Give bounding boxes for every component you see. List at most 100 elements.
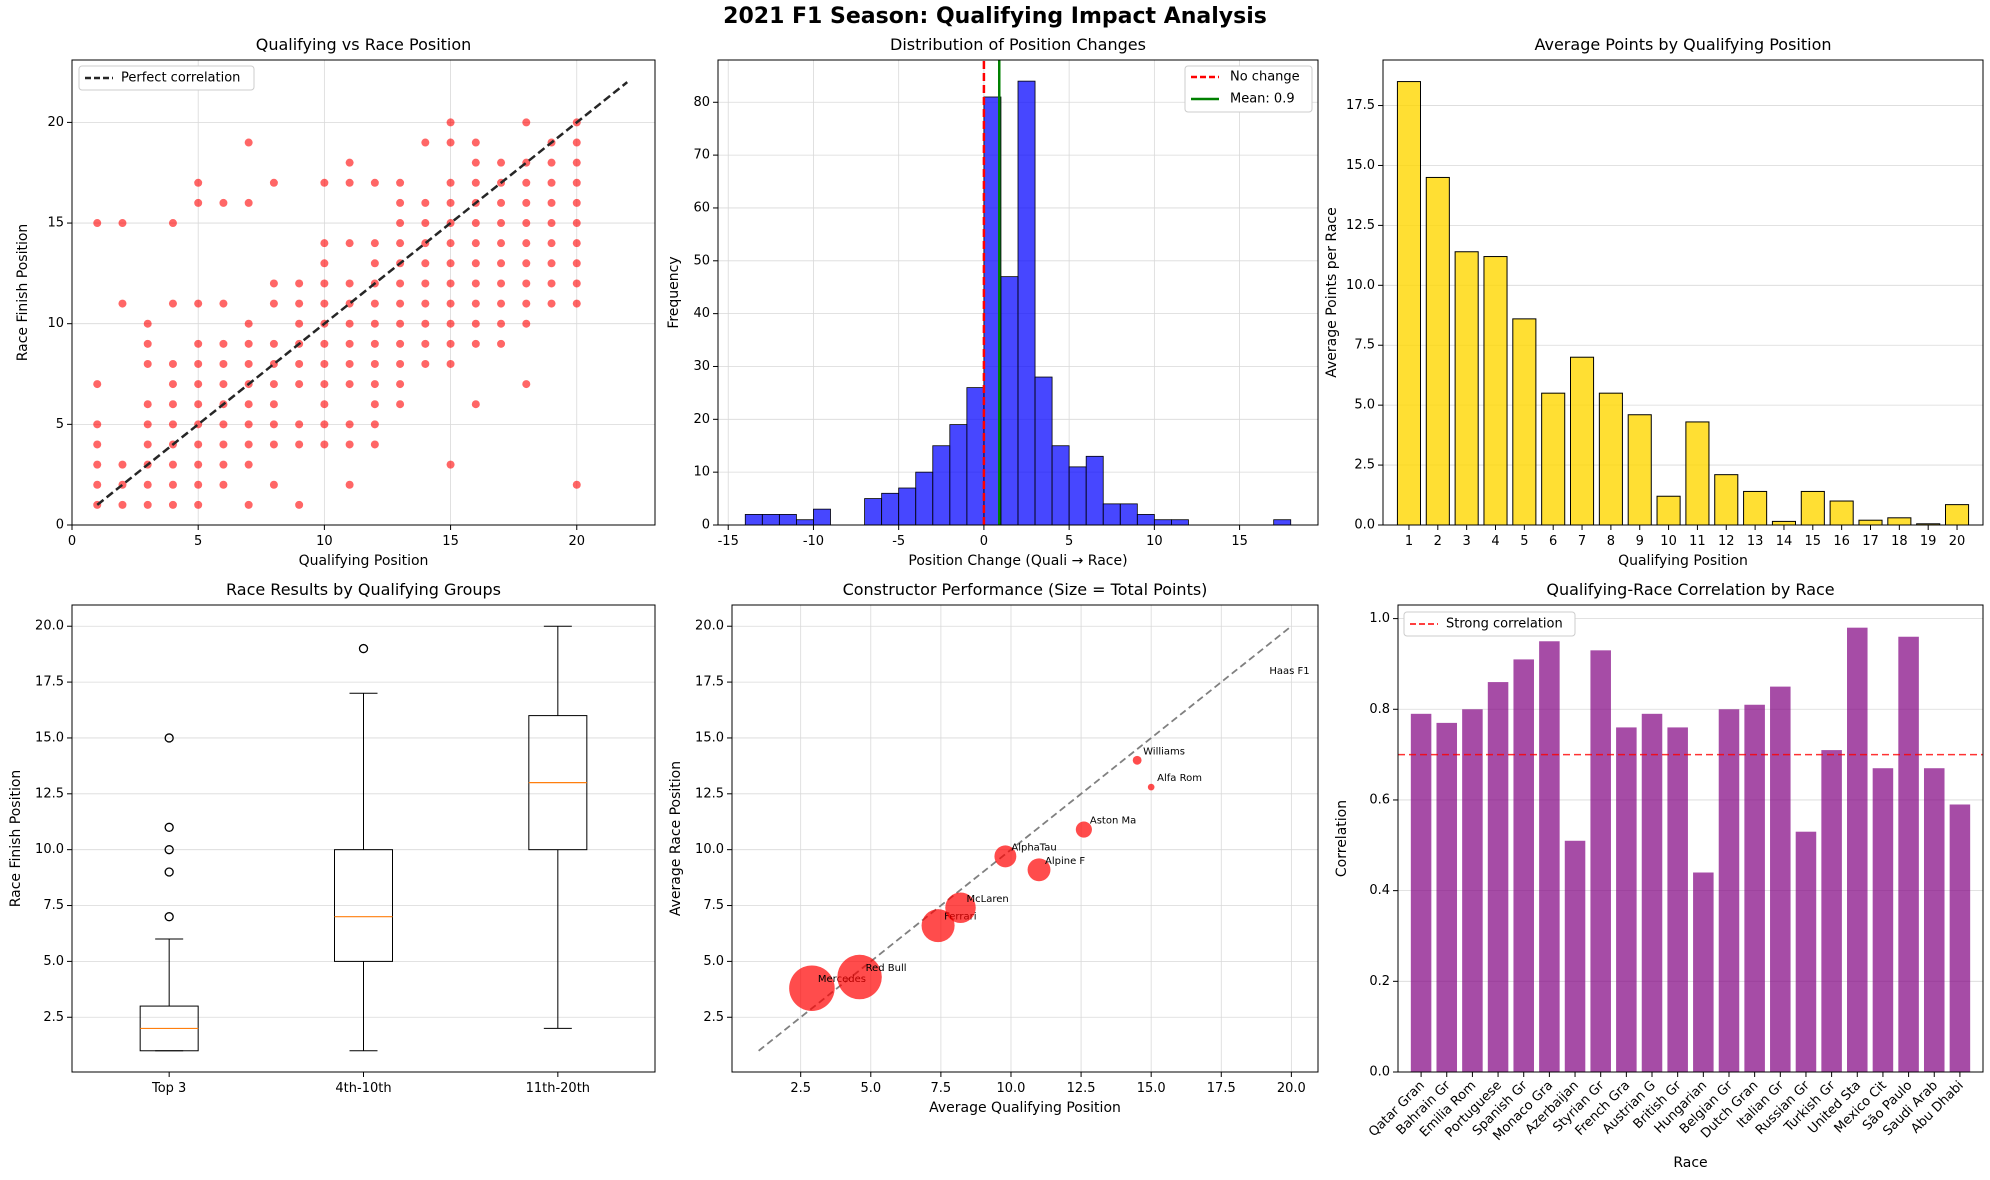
constructor-label: AlphaTau (1011, 842, 1056, 853)
x-axis-label: Qualifying Position (299, 553, 429, 569)
histogram-bar (1000, 276, 1019, 526)
scatter-point (219, 339, 228, 348)
y-axis-label: Race Finish Position (15, 224, 31, 362)
scatter-point (572, 279, 581, 288)
scatter-point (572, 158, 581, 167)
scatter-point (168, 480, 177, 489)
scatter-point (547, 219, 556, 228)
x-tick-label: 4 (1491, 534, 1499, 549)
histogram-bar (1017, 80, 1036, 526)
constructor-label: Williams (1143, 746, 1185, 757)
bar (1513, 659, 1534, 1072)
x-tick-label: 4th-10th (335, 1081, 391, 1096)
x-tick-label: -15 (718, 534, 739, 549)
scatter-point (522, 259, 531, 268)
axes-frame (1382, 59, 1984, 526)
x-axis-label: Average Qualifying Position (929, 1100, 1121, 1116)
scatter-point (446, 178, 455, 187)
bar (1829, 500, 1854, 526)
y-tick-label: 7.5 (703, 898, 724, 913)
scatter-point (269, 420, 278, 429)
scatter-point (244, 500, 253, 509)
scatter-point (269, 480, 278, 489)
y-tick-label: 50 (693, 253, 710, 268)
scatter-point (370, 299, 379, 308)
y-tick-label: 0.6 (1369, 792, 1390, 807)
x-tick-label: 12 (1718, 534, 1735, 549)
scatter-point (269, 279, 278, 288)
histogram-bar (813, 508, 831, 526)
y-tick-label: 0.0 (1354, 518, 1375, 533)
y-tick-label: 5 (56, 417, 64, 432)
scatter-point (269, 400, 278, 409)
constructor-bubble (1027, 858, 1051, 882)
y-tick-label: 17.5 (695, 675, 724, 690)
outlier (164, 912, 174, 922)
y-tick-label: 0.4 (1369, 883, 1390, 898)
x-tick-label: 10 (1146, 534, 1163, 549)
constructor-label: Haas F1 (1269, 666, 1309, 677)
bar (1887, 517, 1912, 526)
scatter-point (572, 198, 581, 207)
y-tick-label: 17.5 (1346, 98, 1375, 113)
x-tick-label: 15 (1231, 534, 1248, 549)
bar (1541, 392, 1566, 526)
scatter-point (547, 198, 556, 207)
y-tick-label: 15.0 (695, 730, 724, 745)
bar (1744, 704, 1765, 1072)
scatter-point (345, 158, 354, 167)
scatter-point (244, 400, 253, 409)
scatter-point (572, 178, 581, 187)
scatter-point (194, 440, 203, 449)
scatter-point (572, 239, 581, 248)
scatter-point (244, 339, 253, 348)
y-tick-label: 0.0 (1369, 1065, 1390, 1080)
scatter-point (194, 299, 203, 308)
scatter-point (295, 279, 304, 288)
scatter-point (370, 380, 379, 389)
y-tick-label: 12.5 (1346, 218, 1375, 233)
x-axis-label: Position Change (Quali → Race) (908, 553, 1127, 569)
scatter-point (320, 259, 329, 268)
scatter-point (143, 440, 152, 449)
histogram-bar (1136, 514, 1155, 526)
scatter-point (497, 279, 506, 288)
scatter-point (396, 219, 405, 228)
scatter-point (168, 359, 177, 368)
y-tick-label: 0 (56, 518, 64, 533)
x-tick-label: -5 (892, 534, 905, 549)
y-tick-label: 20.0 (35, 619, 64, 634)
scatter-point (320, 178, 329, 187)
y-tick-label: 5.0 (1354, 398, 1375, 413)
scatter-point (370, 339, 379, 348)
x-tick-label: 14 (1776, 534, 1793, 549)
constructor-bubble (945, 892, 976, 924)
box-3 (528, 625, 588, 1029)
scatter-point (345, 420, 354, 429)
x-tick-label: 5 (1520, 534, 1528, 549)
y-tick-label: 0.2 (1369, 974, 1390, 989)
bar (1945, 504, 1970, 526)
scatter-point (143, 400, 152, 409)
scatter-point (320, 339, 329, 348)
y-tick-label: 0 (702, 518, 710, 533)
bar (1425, 176, 1450, 526)
scatter-point (295, 359, 304, 368)
scatter-point (522, 279, 531, 288)
scatter-point (370, 420, 379, 429)
scatter-point (471, 279, 480, 288)
constructor-bubble (994, 845, 1017, 868)
bar (1800, 490, 1825, 526)
y-tick-label: 1.0 (1369, 611, 1390, 626)
scatter-point (320, 400, 329, 409)
scatter-point (421, 319, 430, 328)
histogram-bar (932, 445, 951, 526)
panel-5: 2.5 5.0 7.5 10.0 12.5 15.0 17.5 20.0 2.5 5.0 7.5 10… (668, 580, 1319, 1116)
y-tick-label: 10 (693, 465, 710, 480)
scatter-point (572, 138, 581, 147)
y-tick-label: 2.5 (1354, 458, 1375, 473)
scatter-point (219, 198, 228, 207)
scatter-point (396, 279, 405, 288)
scatter-point (522, 319, 531, 328)
x-tick-label: -10 (803, 534, 824, 549)
